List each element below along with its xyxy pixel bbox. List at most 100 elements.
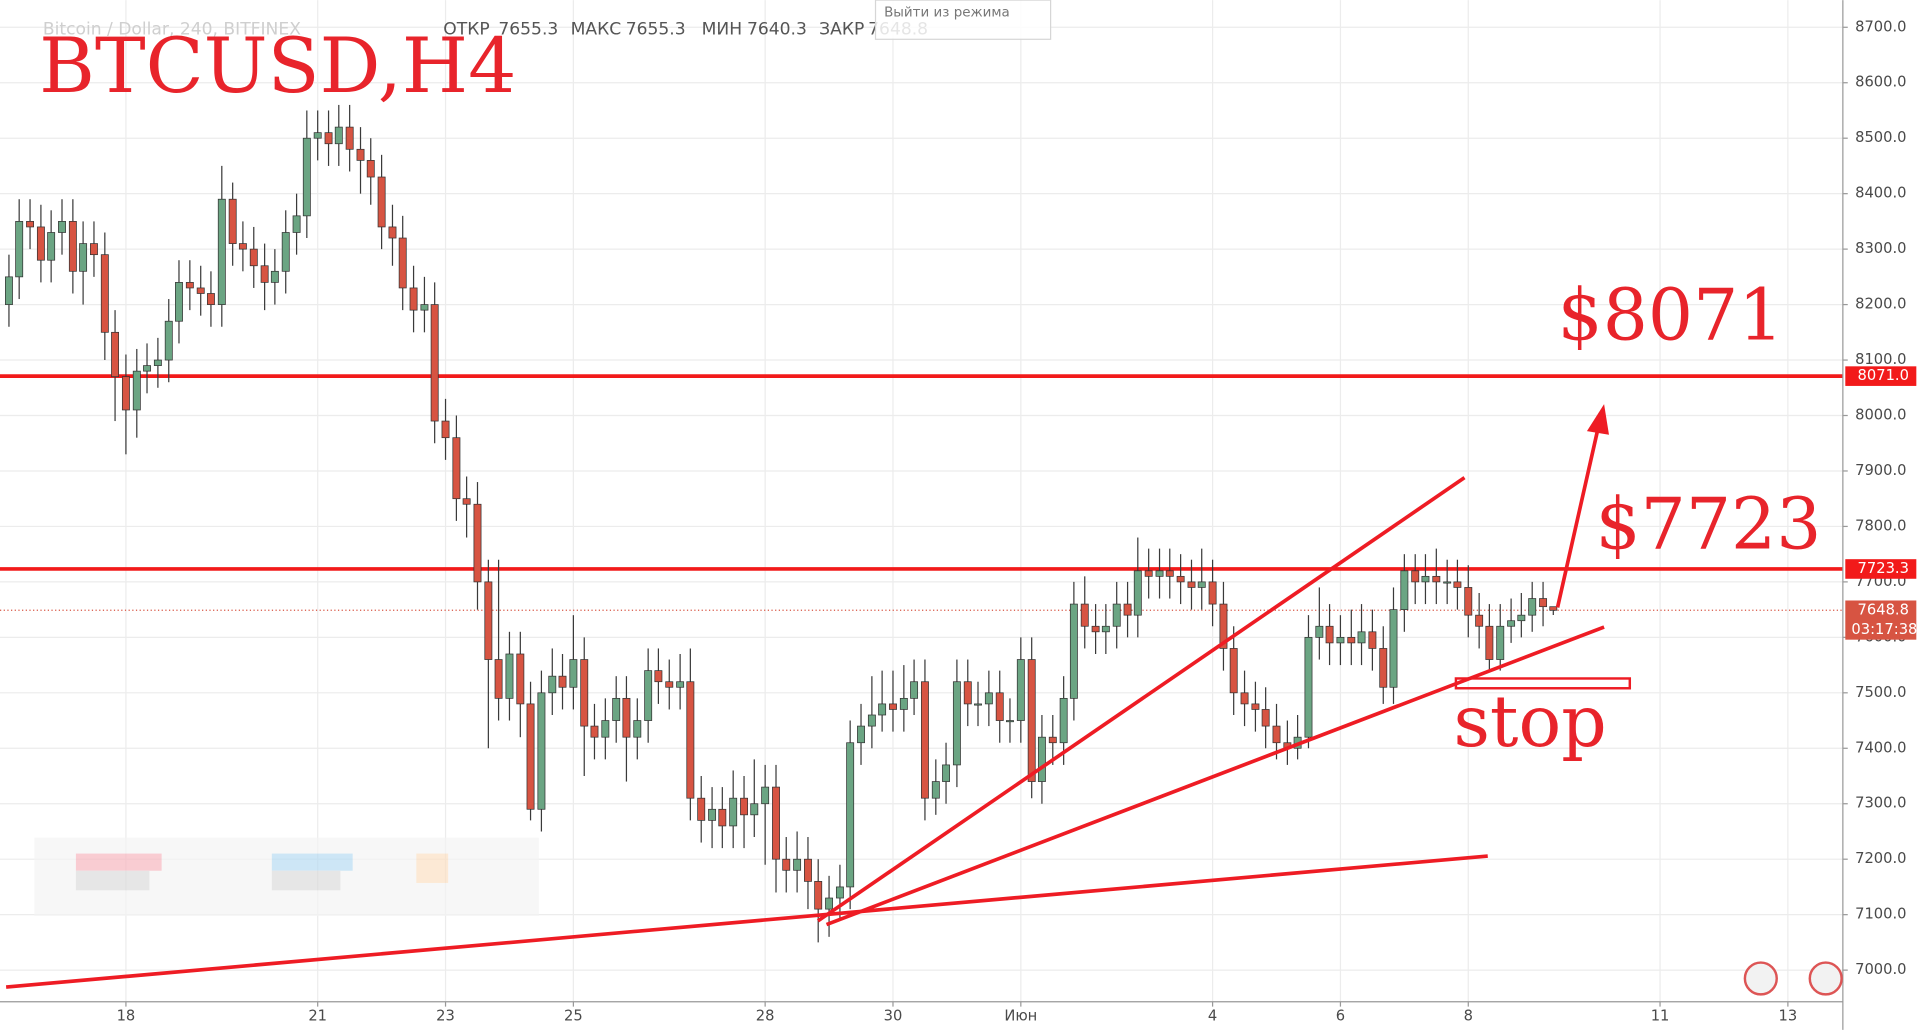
candle-body [132,370,141,411]
candle-body [121,376,130,411]
candle-body [878,703,887,716]
candle-body [772,786,780,860]
ohlc-value: 7640.3 [747,19,807,39]
x-tick-label: 11 [1651,1007,1670,1024]
candle-body [1304,636,1313,738]
candle-body [79,243,88,272]
candle-body [420,304,429,311]
candle-body [580,659,589,727]
candle-body [952,681,961,766]
candle-body [185,282,194,289]
candle-body [612,697,621,721]
flag-icon[interactable] [1808,961,1843,996]
chart-title: BTCUSD,H4 [39,22,516,110]
candle-body [899,697,908,710]
candle-body [1453,581,1462,588]
candle-body [867,714,876,727]
y-tick-label: 8500.0 [1855,129,1906,146]
candle-body [1080,603,1089,627]
candle-body [920,681,929,799]
candle-body [1261,709,1270,727]
blur [75,853,162,871]
candle-body [548,675,557,694]
candle-body [377,176,386,228]
candle-body [910,681,919,699]
ohlc-value: 7655.3 [626,19,686,39]
candle-body [718,808,727,827]
candle-body [1368,631,1377,649]
y-tick-label: 8100.0 [1855,351,1906,368]
candle-body [388,226,397,239]
annotation: $7723 [1596,483,1822,566]
blur [75,870,150,891]
arrow-head [1586,404,1609,435]
candle-body [622,697,631,738]
y-tick-label: 7400.0 [1855,739,1906,756]
candle-body [1315,625,1324,638]
candle-body [1197,581,1206,588]
candle-body [345,126,354,150]
tooltip-box[interactable] [874,0,1052,40]
ohlc-label: МАКС [571,19,622,39]
last-price-tag [1845,600,1917,640]
candle-body [1059,697,1068,744]
candle-body [931,781,940,799]
candle-body [153,359,162,366]
blur [271,870,341,891]
candle-body [537,692,546,810]
candle-body [665,681,674,688]
candle-body [1091,625,1100,633]
candle-body [1240,692,1249,705]
candle-body [1048,736,1057,744]
arrow-line [1555,428,1600,608]
axes: 7000.07100.07200.07300.07400.07500.07600… [117,18,1918,1024]
trend-line [816,476,1466,923]
candle-body [143,365,151,372]
candle-body [1187,581,1196,588]
x-tick-label: 18 [117,1007,136,1024]
level-tag [1845,366,1917,386]
candle-body [1123,603,1132,616]
candle-body [782,858,791,871]
candle-body [217,198,226,305]
ohlc-value: 7655.3 [498,19,558,39]
x-tick-label: 8 [1464,1007,1473,1024]
x-tick-label: 21 [308,1007,327,1024]
y-tick-label: 8400.0 [1855,185,1906,202]
x-tick-label: 6 [1336,1007,1345,1024]
candle-body [825,897,834,910]
drawings [5,404,1632,989]
candle-body [1069,603,1078,699]
candle-body [281,232,290,272]
candle-body [1155,570,1164,577]
candle-body [644,670,653,721]
candle-body [260,265,269,283]
candle-body [1229,648,1238,694]
candle-body [1208,581,1217,605]
candle-body [1016,659,1025,721]
candle-body [1485,625,1494,660]
candle-body [526,703,535,810]
candle-body [1443,581,1452,584]
candle-body [793,858,802,871]
candle-body [1037,736,1046,782]
candle-body [1347,636,1356,644]
candle-body [740,797,748,816]
candle-body [249,248,258,267]
candle-body [100,254,109,333]
flag-icon[interactable] [1743,961,1778,996]
candle-body [313,132,322,139]
trend-line [825,625,1605,927]
tooltip[interactable]: Выйти из режима [884,5,1010,20]
y-tick-label: 7800.0 [1855,517,1906,534]
candle-body [441,420,450,439]
candle-body [697,797,706,821]
annotation: $8071 [1558,273,1784,356]
y-tick-label: 7900.0 [1855,462,1906,479]
y-tick-label: 8000.0 [1855,407,1906,424]
candle-body [846,742,855,888]
candle-body [1400,570,1409,610]
candle-body [729,797,738,827]
candle-body [58,221,66,233]
